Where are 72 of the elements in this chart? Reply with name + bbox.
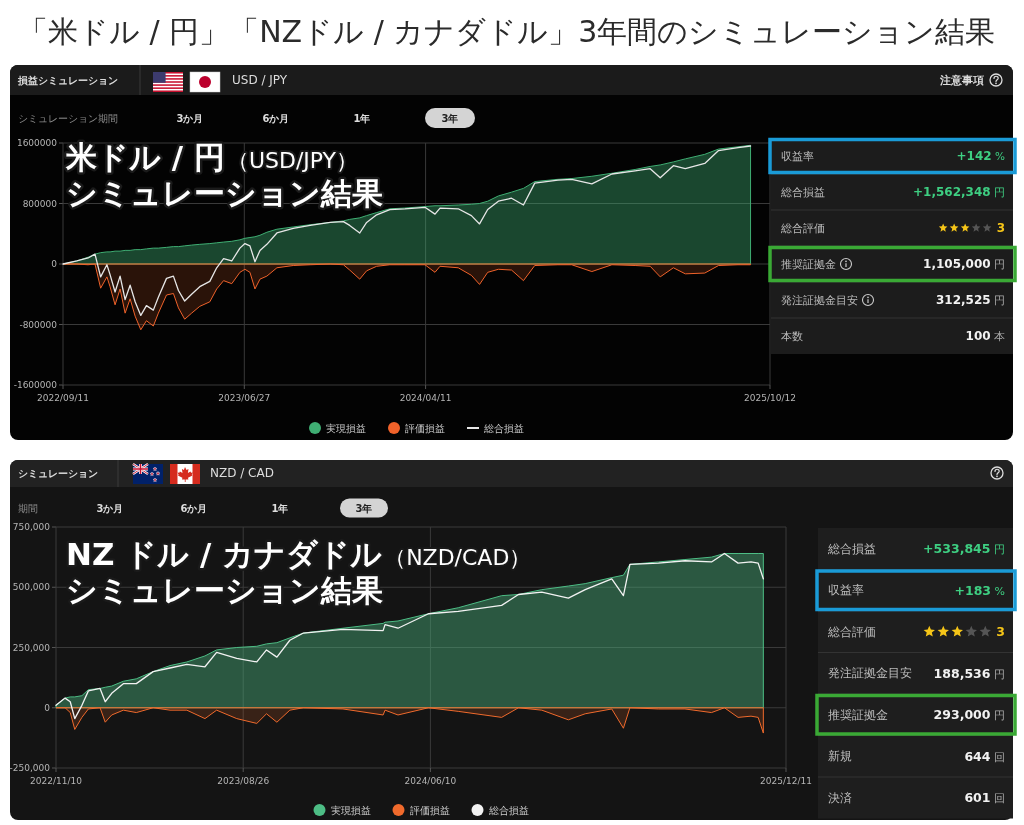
text: 決済 [828, 790, 852, 805]
text: 3年 [355, 503, 373, 514]
legend-label: 総合損益 [487, 804, 529, 816]
text: 1年 [271, 503, 289, 514]
annotation: シミュレーション結果 [66, 572, 383, 608]
y-tick-label: 1600000 [16, 138, 58, 149]
legend-label: 総合損益 [483, 422, 524, 434]
y-tick-label: 800000 [22, 198, 58, 209]
text: 312,525 円 [936, 293, 1005, 308]
annotation: （USD/JPY） [226, 148, 359, 173]
text: 644 回 [964, 748, 1005, 764]
text: 3か月 [96, 503, 124, 514]
text: 総合評価 [827, 624, 876, 639]
text: 新規 [828, 749, 852, 764]
annotation: シミュレーション結果 [66, 175, 383, 211]
text: 1年 [353, 113, 371, 124]
y-tick-label: 750,000 [12, 522, 51, 533]
text: シミュレーション [18, 468, 98, 479]
chart-title: 「米ドル / 円」「NZドル / カナダドル」3年間のシミュレーション結果 [18, 14, 996, 49]
text: 収益率 [781, 149, 814, 163]
text: 6か月 [180, 503, 208, 514]
annotation: （NZD/CAD） [384, 545, 532, 570]
text: +183 % [954, 582, 1005, 598]
text: 3年 [441, 113, 459, 124]
y-tick-label: 250,000 [12, 642, 51, 653]
text: 本数 [781, 329, 803, 343]
text: 188,536 円 [933, 665, 1005, 681]
x-tick-label: 2023/08/26 [217, 776, 270, 786]
text: +1,562,348 円 [913, 185, 1005, 200]
x-tick-label: 2022/09/11 [37, 393, 89, 403]
text: +142 % [956, 149, 1006, 164]
annotation: 米ドル / 円 [65, 139, 225, 175]
y-tick-label: -800000 [19, 319, 58, 330]
text: 1,105,000 円 [923, 257, 1005, 272]
annotation: NZ ドル / カナダドル [66, 536, 383, 572]
text: USD / JPY [232, 73, 288, 87]
text: 損益シミュレーション [17, 75, 118, 86]
legend-label: 評価損益 [409, 804, 450, 816]
text: 注意事項 [939, 74, 984, 87]
text: 総合損益 [780, 185, 825, 199]
text: NZD / CAD [210, 466, 274, 480]
x-tick-label: 2025/10/12 [744, 393, 796, 403]
text: 3 [996, 624, 1005, 640]
text: 3 [996, 221, 1005, 236]
text: 発注証拠金目安 [781, 293, 858, 307]
text: 収益率 [828, 583, 864, 598]
y-tick-label: -1600000 [13, 380, 58, 391]
text: 293,000 円 [933, 707, 1005, 723]
text: 総合損益 [827, 541, 876, 556]
text: 推奨証拠金 [781, 257, 836, 271]
text: 総合評価 [780, 221, 825, 235]
legend-label: 実現損益 [326, 422, 366, 434]
text: +533,845 円 [923, 541, 1005, 557]
text: 6か月 [262, 113, 290, 124]
legend-label: 実現損益 [330, 804, 371, 816]
y-tick-label: -250,000 [9, 763, 51, 774]
y-tick-label: 0 [44, 702, 51, 713]
x-tick-label: 2024/06/10 [404, 776, 457, 786]
x-tick-label: 2025/12/11 [760, 776, 812, 786]
x-tick-label: 2022/11/10 [30, 776, 83, 786]
text: 発注証拠金目安 [828, 666, 912, 681]
text: 期間 [18, 503, 38, 514]
text: 100 本 [965, 329, 1005, 344]
x-tick-label: 2023/06/27 [218, 393, 271, 403]
y-tick-label: 500,000 [12, 582, 51, 593]
text: 3か月 [176, 113, 204, 124]
text: 601 回 [964, 790, 1005, 806]
text: 推奨証拠金 [828, 707, 888, 722]
y-tick-label: 0 [51, 259, 58, 270]
x-tick-label: 2024/04/11 [399, 393, 452, 403]
legend-label: 評価損益 [405, 422, 445, 434]
text: シミュレーション期間 [18, 113, 118, 124]
